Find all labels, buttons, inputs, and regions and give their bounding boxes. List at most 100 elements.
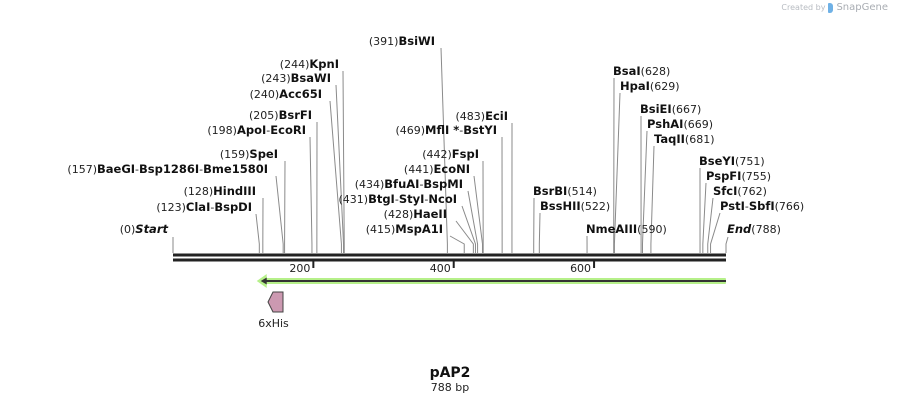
cut-position: (205) (249, 109, 279, 122)
restriction-site-nmeaiii[interactable]: NmeAIII (590) (586, 222, 667, 236)
site-leader-line (707, 197, 714, 253)
cut-position: (128) (184, 185, 214, 198)
cut-position: (751) (735, 155, 765, 168)
site-leader-line (467, 190, 479, 253)
end-label: End (727, 222, 752, 236)
separator: - (745, 200, 749, 213)
feature-6xhis[interactable]: 6xHis (258, 291, 289, 330)
restriction-site-mspa1i[interactable]: (415) MspA1I (366, 222, 443, 236)
enzyme-name: FspI (452, 147, 479, 161)
site-leader-line (255, 213, 260, 253)
restriction-site-psti[interactable]: PstI - SbfI (766) (720, 199, 804, 213)
ruler-tick (452, 261, 455, 268)
site-labels: (123) ClaI - BspDI (128) HindIII (157) Bae… (67, 34, 804, 236)
restriction-site-kpni[interactable]: (244) KpnI (280, 57, 339, 71)
restriction-site-bsiei[interactable]: BsiEI (667) (640, 102, 701, 116)
sequence-start-marker: (0) Start (120, 222, 169, 236)
restriction-site-btgi[interactable]: (431) BtgI - StyI - NcoI (338, 192, 457, 206)
restriction-site-bsai[interactable]: BsaI (628) (613, 64, 670, 78)
restriction-site-bsrbi[interactable]: BsrBI (514) (533, 184, 597, 198)
separator: - (424, 193, 428, 206)
enzyme-name: BssHII (540, 199, 581, 213)
site-leader-line (538, 212, 541, 253)
cut-position: (391) (369, 35, 399, 48)
cut-position: (198) (207, 124, 237, 137)
enzyme-name: PspFI (706, 169, 741, 183)
enzyme-name: SpeI (249, 147, 278, 161)
cut-position: (667) (672, 103, 702, 116)
site-leader-line (329, 100, 342, 253)
restriction-site-spei[interactable]: (159) SpeI (220, 147, 278, 161)
restriction-site-mfli[interactable]: (469) MflI * - BstYI (395, 123, 497, 137)
restriction-site-haeii[interactable]: (428) HaeII (384, 207, 447, 221)
enzyme-name: MspA1I (395, 222, 443, 236)
restriction-site-fspi[interactable]: (442) FspI (422, 147, 479, 161)
restriction-site-taqii[interactable]: TaqII (681) (654, 132, 715, 146)
cut-position: (469) (395, 124, 425, 137)
ruler-ticks: 200 400 600 (289, 261, 596, 275)
restriction-site-sfci[interactable]: SfcI (762) (713, 184, 767, 198)
backbone-bottom-strand (173, 258, 726, 262)
cut-position: (159) (220, 148, 250, 161)
feature-track-arrow[interactable] (256, 274, 726, 288)
cut-position: (681) (685, 133, 715, 146)
enzyme-name: BstYI (463, 123, 497, 137)
restriction-site-pshai[interactable]: PshAI (669) (647, 117, 713, 131)
site-leader-line (461, 205, 476, 253)
restriction-site-pspfi[interactable]: PspFI (755) (706, 169, 771, 183)
site-leader-line (473, 175, 483, 253)
enzyme-name: PshAI (647, 117, 683, 131)
cut-position: (415) (366, 223, 396, 236)
enzyme-name: Bme1580I (203, 162, 268, 176)
cut-position: (483) (456, 110, 486, 123)
site-leader-line (641, 130, 648, 253)
restriction-site-bsrfi[interactable]: (205) BsrFI (249, 108, 312, 122)
restriction-site-bfuai[interactable]: (434) BfuAI - BspMI (355, 177, 463, 191)
enzyme-name: BsiWI (398, 34, 435, 48)
separator: - (135, 163, 139, 176)
cut-position: (629) (650, 80, 680, 93)
cut-position: (240) (250, 88, 280, 101)
enzyme-name: PstI (720, 199, 745, 213)
enzyme-name: TaqII (654, 132, 685, 146)
sequence-end-marker: End (788) (727, 222, 781, 236)
cut-position: (441) (404, 163, 434, 176)
features: 6xHis (256, 274, 726, 330)
restriction-site-hpai[interactable]: HpaI (629) (620, 79, 680, 93)
separator: - (419, 178, 423, 191)
restriction-site-apoi[interactable]: (198) ApoI - EcoRI (207, 123, 306, 137)
cut-position: (788) (751, 223, 781, 236)
enzyme-name: StyI (399, 192, 425, 206)
separator: - (210, 201, 214, 214)
enzyme-name: BsiEI (640, 102, 672, 116)
enzyme-name: MflI * (425, 123, 459, 137)
enzyme-name: BseYI (699, 154, 735, 168)
cut-position: (428) (384, 208, 414, 221)
restriction-site-ecii[interactable]: (483) EciI (456, 109, 509, 123)
cut-position: (434) (355, 178, 385, 191)
enzyme-name: BspDI (214, 200, 252, 214)
site-leader-line (449, 235, 465, 253)
enzyme-name: HaeII (413, 207, 447, 221)
separator: - (266, 124, 270, 137)
enzyme-name: Acc65I (279, 87, 322, 101)
cut-position: (522) (581, 200, 611, 213)
enzyme-name: BtgI (368, 192, 395, 206)
enzyme-name: BsaWI (291, 71, 331, 85)
enzyme-name: ApoI (237, 123, 266, 137)
restriction-site-baegi[interactable]: (157) BaeGI - Bsp1286I - Bme1580I (67, 162, 268, 176)
enzyme-name: ClaI (186, 200, 210, 214)
backbone-top-strand (173, 253, 726, 257)
cut-position: (431) (338, 193, 368, 206)
enzyme-name: BfuAI (384, 177, 419, 191)
restriction-site-bseyi[interactable]: BseYI (751) (699, 154, 765, 168)
site-leader-line (650, 145, 655, 253)
restriction-site-clai[interactable]: (123) ClaI - BspDI (156, 200, 252, 214)
restriction-site-acc65i[interactable]: (240) Acc65I (250, 87, 322, 101)
restriction-site-econi[interactable]: (441) EcoNI (404, 162, 470, 176)
restriction-site-bsiwi[interactable]: (391) BsiWI (369, 34, 435, 48)
restriction-site-bsawi[interactable]: (243) BsaWI (261, 71, 331, 85)
restriction-site-bsshii[interactable]: BssHII (522) (540, 199, 610, 213)
restriction-site-hindiii[interactable]: (128) HindIII (184, 184, 256, 198)
site-leader-line (613, 92, 621, 253)
